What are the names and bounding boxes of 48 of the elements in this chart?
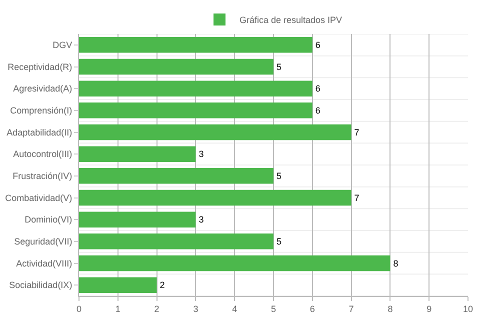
y-tick-label: Sociabilidad(IX): [9, 280, 72, 290]
bar: [79, 102, 312, 118]
y-tick-label: DGV: [52, 40, 72, 50]
data-label: 5: [276, 170, 282, 181]
x-tick-label: 0: [76, 304, 82, 314]
bar: [79, 212, 196, 228]
bar: [79, 168, 274, 184]
y-tick-label: Agresividad(A): [13, 84, 72, 94]
y-tick-label: Combatividad(V): [5, 192, 72, 203]
bar: [79, 58, 274, 75]
legend-label: Gráfica de resultados IPV: [240, 15, 342, 26]
data-label: 6: [315, 84, 320, 94]
x-tick-label: 1: [115, 304, 120, 314]
x-tick-label: 10: [462, 304, 474, 314]
y-tick-label: Receptividad(R): [8, 62, 72, 72]
bar: [79, 255, 390, 272]
y-tick-label: Autocontrol(III): [13, 149, 72, 160]
data-label: 5: [276, 236, 282, 246]
x-tick-label: 3: [193, 304, 198, 314]
y-tick-label: Seguridad(VII): [14, 236, 72, 247]
x-tick-label: 8: [388, 304, 393, 314]
bar: [79, 80, 312, 96]
data-label: 3: [198, 149, 204, 160]
bar: [79, 234, 274, 250]
data-label: 6: [315, 40, 320, 50]
data-label: 7: [354, 192, 360, 203]
bar: [79, 190, 352, 206]
data-label: 8: [393, 258, 398, 268]
x-tick-label: 5: [270, 304, 276, 314]
x-tick-label: 4: [232, 304, 238, 314]
x-tick-label: 2: [154, 304, 160, 314]
y-tick-label: Adaptabilidad(II): [6, 127, 72, 138]
x-tick-label: 9: [426, 304, 432, 314]
data-label: 6: [315, 105, 320, 116]
data-label: 2: [160, 280, 165, 290]
data-label: 5: [276, 62, 282, 72]
y-tick-label: Actividad(VIII): [16, 258, 72, 268]
y-tick-label: Dominio(VI): [24, 214, 72, 225]
x-tick-label: 6: [310, 304, 315, 314]
bar: [79, 124, 352, 140]
y-tick-label: Comprensión(I): [10, 106, 72, 116]
data-label: 7: [354, 127, 360, 138]
bar: [79, 37, 312, 53]
bar: [79, 277, 157, 293]
x-tick-label: 7: [348, 304, 354, 314]
data-label: 3: [198, 214, 204, 225]
bar: [79, 146, 196, 162]
y-tick-label: Frustración(IV): [12, 171, 72, 182]
